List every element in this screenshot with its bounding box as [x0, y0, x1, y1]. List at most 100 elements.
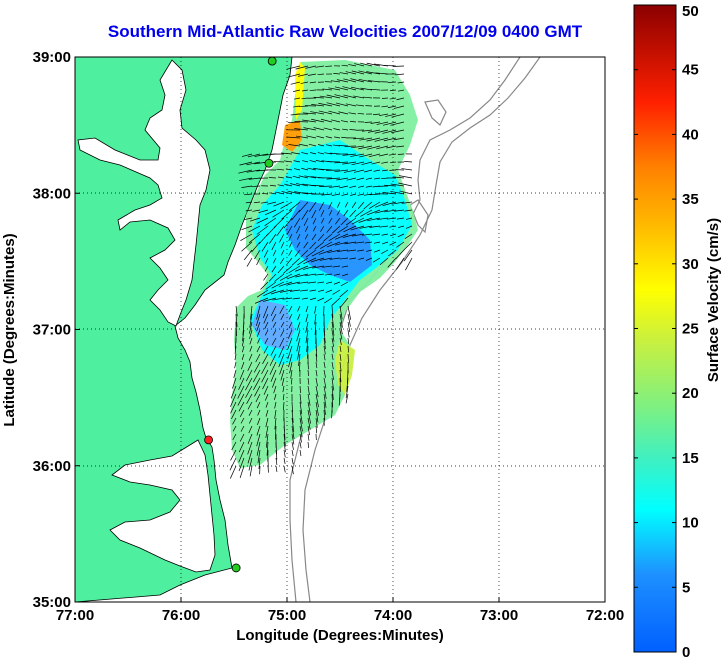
velocity-arrow — [320, 241, 333, 249]
velocity-arrow — [339, 369, 342, 383]
velocity-arrow — [382, 169, 389, 172]
velocity-arrow — [282, 393, 285, 401]
velocity-arrow — [251, 185, 261, 187]
grid-lines — [75, 57, 605, 602]
velocity-arrow — [331, 313, 334, 328]
velocity-arrow — [346, 177, 357, 181]
velocity-arrow — [264, 329, 269, 336]
velocity-arrow — [311, 249, 325, 257]
velocity-arrow — [342, 86, 357, 91]
velocity-arrow — [232, 425, 237, 432]
velocity-arrow — [373, 177, 381, 180]
velocity-arrow — [251, 241, 261, 253]
velocity-arrow — [305, 329, 309, 344]
velocity-arrow — [271, 337, 277, 346]
velocity-arrow — [342, 153, 357, 156]
velocity-arrow — [339, 321, 343, 335]
velocity-arrow — [249, 337, 253, 345]
velocity-arrow — [243, 217, 253, 221]
velocity-arrow — [273, 385, 277, 394]
velocity-arrow — [239, 465, 245, 478]
velocity-arrow — [245, 209, 253, 212]
velocity-arrow — [238, 441, 245, 453]
x-tick-label: 74:00 — [374, 607, 412, 624]
velocity-arrow — [271, 241, 277, 251]
velocity-arrow — [327, 249, 341, 254]
velocity-arrow — [325, 144, 333, 147]
velocity-arrow — [380, 177, 389, 180]
velocity-arrow — [347, 329, 350, 338]
velocity-arrow — [334, 217, 341, 225]
velocity-arrow — [283, 160, 293, 163]
y-tick-label: 37:00 — [33, 322, 71, 339]
velocity-arrow — [238, 377, 245, 390]
velocity-arrow — [381, 161, 389, 164]
velocity-arrow — [334, 161, 349, 164]
velocity-arrow — [307, 377, 310, 385]
velocity-arrow — [386, 217, 397, 220]
velocity-arrow — [235, 337, 237, 349]
velocity-arrow — [331, 337, 335, 347]
velocity-arrow — [326, 241, 341, 248]
colorbar-tick-label: 25 — [682, 321, 699, 338]
velocity-arrow — [398, 182, 413, 187]
velocity-arrow — [312, 167, 325, 171]
velocity-arrow — [253, 361, 261, 373]
velocity-arrow — [307, 281, 317, 284]
velocity-arrow — [255, 393, 261, 403]
velocity-arrow — [300, 81, 309, 84]
velocity-arrow — [235, 305, 238, 317]
velocity-arrow — [345, 393, 349, 404]
velocity-arrow — [328, 233, 341, 242]
velocity-arrow — [291, 257, 301, 266]
velocity-arrow — [304, 273, 317, 277]
velocity-arrow — [359, 225, 373, 229]
velocity-arrow — [276, 225, 285, 237]
velocity-arrow — [245, 385, 253, 398]
velocity-arrow — [264, 257, 269, 264]
velocity-arrow — [277, 184, 285, 187]
velocity-arrow — [266, 201, 277, 205]
velocity-arrow — [336, 177, 349, 181]
velocity-arrow — [349, 120, 357, 123]
velocity-arrow — [241, 353, 245, 360]
velocity-arrow — [361, 233, 373, 236]
velocity-arrow — [280, 201, 293, 209]
velocity-arrow — [331, 297, 341, 306]
velocity-arrow — [288, 249, 293, 256]
velocity-arrow — [307, 393, 311, 406]
velocity-arrow — [361, 161, 373, 166]
velocity-arrow — [405, 217, 413, 220]
velocity-arrow — [288, 353, 293, 368]
velocity-arrow — [267, 465, 269, 473]
velocity-arrow — [350, 225, 365, 231]
velocity-arrow — [291, 409, 294, 423]
velocity-arrow — [230, 393, 237, 407]
velocity-arrow — [358, 257, 365, 260]
velocity-arrow — [294, 191, 309, 195]
velocity-arrow — [376, 217, 389, 221]
velocity-arrow — [350, 193, 357, 196]
velocity-arrow — [310, 111, 325, 115]
velocity-arrow — [357, 113, 365, 115]
velocity-arrow — [379, 257, 389, 266]
velocity-arrow — [334, 241, 349, 246]
velocity-arrow — [397, 81, 405, 84]
velocity-arrow — [325, 289, 333, 293]
velocity-arrow — [304, 233, 309, 240]
velocity-arrow — [283, 457, 286, 465]
velocity-arrow — [253, 377, 261, 391]
velocity-arrow — [392, 176, 405, 179]
velocity-arrow — [331, 225, 341, 234]
velocity-arrow — [370, 88, 381, 91]
velocity-arrow — [354, 63, 365, 67]
velocity-arrow — [283, 433, 286, 447]
velocity-arrow — [390, 121, 405, 126]
velocity-arrow — [318, 110, 333, 115]
velocity-arrow — [293, 160, 301, 163]
velocity-arrow — [340, 120, 349, 123]
velocity-arrow — [390, 183, 405, 187]
velocity-arrow — [359, 137, 373, 141]
velocity-arrow — [314, 321, 317, 335]
